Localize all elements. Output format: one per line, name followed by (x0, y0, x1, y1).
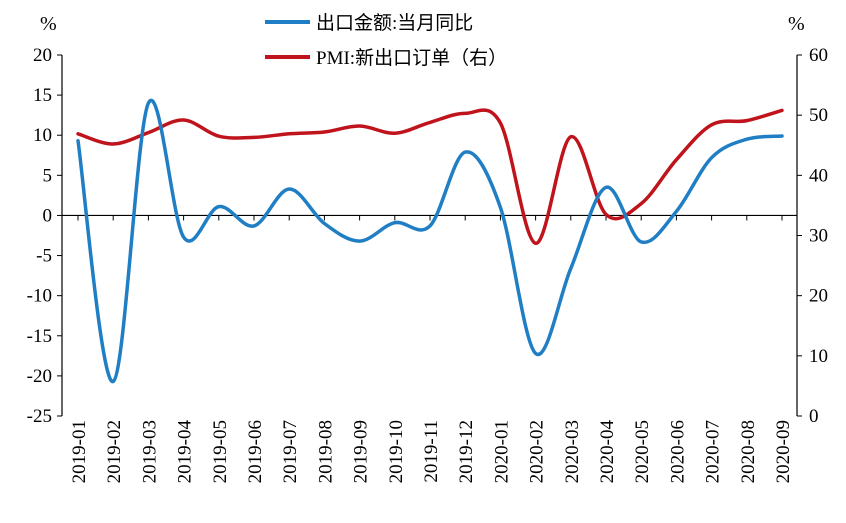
right-tick-label: 60 (809, 45, 828, 66)
left-tick-label: 20 (33, 45, 52, 66)
right-tick-label: 20 (809, 286, 828, 307)
x-tick-label: 2020-07 (703, 420, 724, 483)
series-line-export-yoy (76, 98, 784, 384)
x-tick-label: 2020-01 (491, 420, 512, 483)
left-tick-label: 5 (43, 165, 53, 186)
axes: 20151050-5-10-15-20-2560504030201002019-… (27, 45, 828, 483)
x-tick-label: 2020-06 (667, 420, 688, 483)
right-axis-unit: % (788, 13, 805, 35)
x-tick-label: 2020-05 (632, 420, 653, 483)
x-tick-label: 2020-03 (562, 420, 583, 483)
legend-label-pmi: PMI:新出口订单（右） (316, 47, 507, 69)
series-line-pmi-new-export-orders (76, 108, 784, 246)
left-tick-label: 15 (33, 85, 52, 106)
right-tick-label: 50 (809, 105, 828, 126)
right-tick-label: 30 (809, 226, 828, 247)
left-tick-label: -5 (36, 246, 52, 267)
left-axis-unit: % (40, 13, 57, 35)
left-tick-label: -10 (27, 286, 52, 307)
right-tick-label: 40 (809, 165, 828, 186)
x-tick-label: 2019-02 (104, 420, 125, 483)
legend-label-export-yoy: 出口金额:当月同比 (316, 12, 473, 34)
left-tick-label: -20 (27, 366, 52, 387)
x-tick-label: 2019-08 (315, 420, 336, 483)
x-tick-label: 2019-09 (351, 420, 372, 483)
x-tick-label: 2019-06 (245, 420, 266, 483)
legend: 出口金额:当月同比 PMI:新出口订单（右） (265, 12, 507, 69)
left-tick-label: -15 (27, 326, 52, 347)
x-tick-label: 2020-04 (597, 420, 618, 484)
left-tick-label: -25 (27, 406, 52, 427)
right-tick-label: 10 (809, 346, 828, 367)
series-lines (76, 98, 784, 384)
left-tick-label: 0 (43, 205, 53, 226)
x-tick-label: 2019-10 (386, 420, 407, 483)
x-tick-label: 2019-03 (139, 420, 160, 483)
x-tick-label: 2019-11 (421, 420, 442, 483)
x-tick-label: 2019-05 (210, 420, 231, 483)
right-tick-label: 0 (809, 406, 819, 427)
x-tick-label: 2020-09 (773, 420, 794, 483)
x-tick-label: 2020-08 (738, 420, 759, 483)
x-tick-label: 2019-01 (69, 420, 90, 483)
x-tick-label: 2019-07 (280, 420, 301, 483)
x-tick-label: 2019-12 (456, 420, 477, 483)
x-tick-label: 2019-04 (175, 420, 196, 484)
left-tick-label: 10 (33, 125, 52, 146)
x-tick-label: 2020-02 (527, 420, 548, 483)
